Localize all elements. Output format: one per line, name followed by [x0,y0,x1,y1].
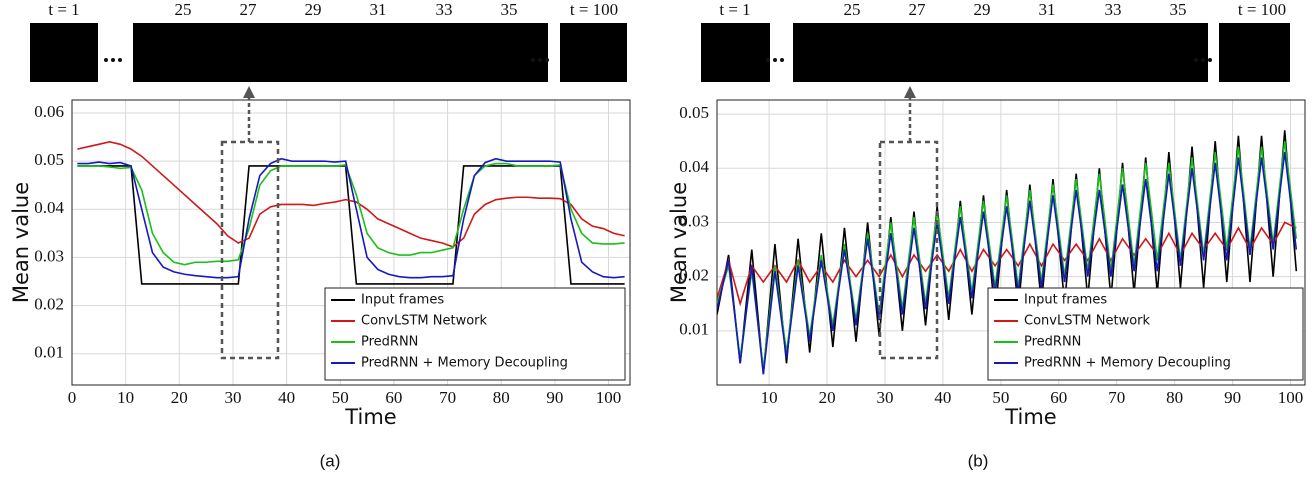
y-tick-label: 0.02 [34,294,64,313]
series-line [77,162,625,266]
ellipsis-dot [773,58,777,62]
x-tick-label: 20 [819,388,836,407]
ellipsis-dot [104,58,108,62]
x-tick-label: 30 [224,388,241,407]
series-line [717,221,1297,307]
frame-label: t = 1 [48,0,79,19]
legend-label: PredRNN [361,335,418,350]
frame-label: 31 [370,0,387,19]
ellipsis-dot [1194,58,1198,62]
legend-label: PredRNN [1024,335,1081,350]
ellipsis-dot [111,58,115,62]
x-tick-label: 10 [761,388,778,407]
legend-box [324,287,626,381]
frame-label: 35 [501,0,518,19]
x-tick-label: 20 [171,388,188,407]
frame-label: 31 [1039,0,1056,19]
legend-label: ConvLSTM Network [1024,314,1150,329]
frame-label: 27 [909,0,927,19]
frame-label: t = 100 [570,0,618,19]
y-tick-label: 0.05 [679,103,709,122]
x-tick-label: 90 [1224,388,1241,407]
frame-label: 25 [844,0,861,19]
y-tick-label: 0.04 [679,157,709,176]
x-axis-label: Time [1004,405,1056,429]
x-tick-label: 100 [596,388,622,407]
frame-label: 27 [240,0,258,19]
arrow-head [904,86,916,98]
frame-label: 33 [436,0,453,19]
x-tick-label: 40 [278,388,295,407]
y-tick-label: 0.06 [34,102,64,121]
series-line [77,141,625,248]
x-tick-label: 30 [877,388,894,407]
frame-thumbnail [1219,23,1290,82]
legend-label: PredRNN + Memory Decoupling [361,356,568,371]
ellipsis-dot [531,58,535,62]
frame-thumbnail [701,23,770,82]
series-line [77,157,625,279]
frame-label: 35 [1170,0,1187,19]
x-tick-label: 50 [332,388,349,407]
frame-thumbnail [793,23,1208,82]
ellipsis-dot [766,58,770,62]
x-tick-label: 90 [546,388,563,407]
x-tick-label: 80 [1166,388,1183,407]
x-tick-label: 100 [1278,388,1304,407]
x-tick-label: 0 [68,388,77,407]
ellipsis-dot [780,58,784,62]
x-tick-label: 60 [385,388,402,407]
x-tick-label: 10 [117,388,134,407]
x-tick-label: 70 [439,388,456,407]
frame-thumbnail [133,23,548,82]
plot-border [716,99,1306,386]
x-tick-label: 60 [1050,388,1067,407]
series-line [717,151,1298,375]
x-tick-label: 50 [992,388,1009,407]
legend-label: ConvLSTM Network [361,314,487,329]
legend-label: PredRNN + Memory Decoupling [1024,356,1231,371]
y-tick-label: 0.03 [679,211,709,230]
x-tick-label: 70 [1108,388,1125,407]
y-tick-label: 0.05 [34,150,64,169]
frame-label: t = 100 [1238,0,1286,19]
x-tick-label: 80 [493,388,510,407]
arrow-head [243,86,255,98]
ellipsis-dot [538,58,542,62]
frame-label: 29 [974,0,991,19]
x-tick-label: 40 [934,388,951,407]
caption: (b) [968,451,989,470]
legend-label: Input frames [1024,293,1107,308]
legend-box [987,287,1304,381]
highlight-box [878,140,939,360]
x-axis-label: Time [344,405,396,429]
y-tick-label: 0.01 [679,320,709,339]
frame-thumbnail [560,23,627,82]
caption: (a) [320,451,341,470]
y-tick-label: 0.03 [34,246,64,265]
ellipsis-dot [1201,58,1205,62]
ellipsis-dot [545,58,549,62]
ellipsis-dot [1208,58,1212,62]
frame-label: 33 [1105,0,1122,19]
frame-thumbnail [30,23,98,82]
y-axis-label: Mean value [667,182,691,303]
frame-label: t = 1 [719,0,750,19]
frame-label: 29 [305,0,322,19]
frame-label: 25 [175,0,192,19]
plot-border [71,99,631,386]
y-tick-label: 0.04 [34,198,64,217]
y-tick-label: 0.02 [679,266,709,285]
y-axis-label: Mean value [9,182,33,303]
ellipsis-dot [118,58,122,62]
y-tick-label: 0.01 [34,343,64,362]
legend-label: Input frames [361,293,444,308]
